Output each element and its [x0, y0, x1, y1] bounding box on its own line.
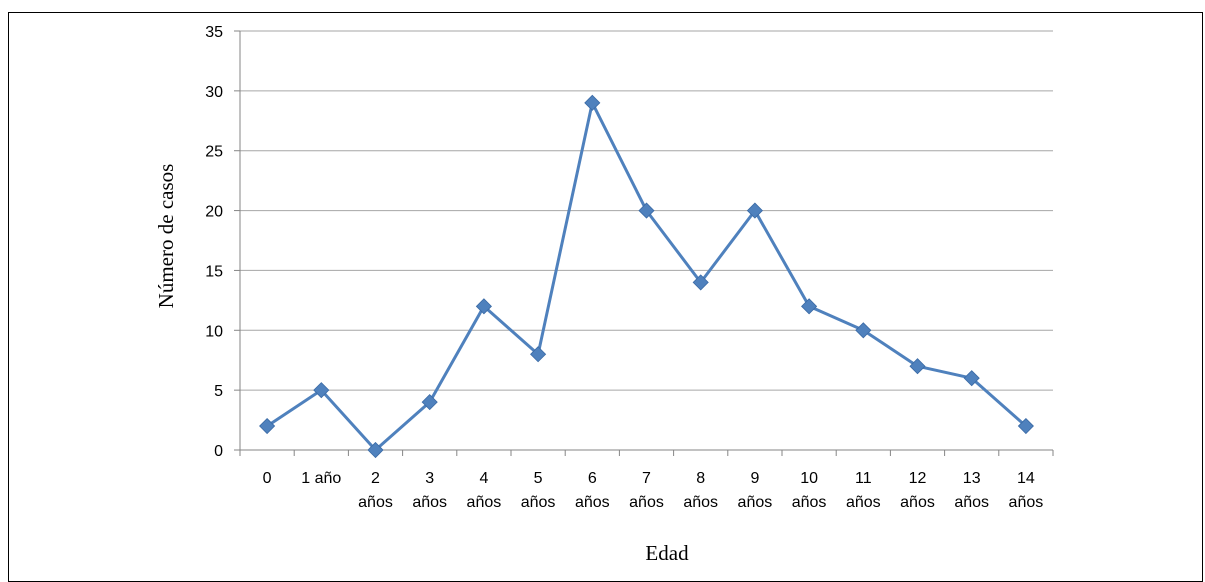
x-tick-label: 10	[800, 470, 818, 487]
data-point-marker	[801, 298, 818, 315]
y-tick-label: 30	[205, 84, 223, 101]
x-tick-label: 4	[479, 470, 488, 487]
series-markers	[259, 94, 1034, 459]
x-tick-label: años	[467, 494, 502, 511]
x-tick-label: 3	[425, 470, 434, 487]
x-tick-label: años	[629, 494, 664, 511]
data-point-marker	[638, 202, 655, 219]
x-tick-label: años	[738, 494, 773, 511]
x-tick-label: años	[575, 494, 610, 511]
axes	[234, 30, 1054, 456]
x-tick-label: 8	[696, 470, 705, 487]
x-tick-label: 0	[263, 470, 272, 487]
x-tick-label: años	[900, 494, 935, 511]
y-tick-labels: 0 5 10 15 20 25 30 35	[205, 24, 223, 460]
y-tick-label: 25	[205, 144, 223, 161]
x-tick-label: 9	[750, 470, 759, 487]
x-tick-label: años	[358, 494, 393, 511]
y-tick-label: 20	[205, 204, 223, 221]
x-tick-label: años	[846, 494, 881, 511]
data-point-marker	[530, 346, 547, 363]
x-tick-label: años	[412, 494, 447, 511]
x-tick-label: 5	[534, 470, 543, 487]
y-tick-label: 5	[214, 383, 223, 400]
series-line	[266, 101, 1027, 452]
x-tick-label: 2	[371, 470, 380, 487]
data-point-marker	[475, 298, 492, 315]
data-point-marker	[313, 382, 330, 399]
data-point-marker	[909, 358, 926, 375]
x-tick-label: años	[683, 494, 718, 511]
x-tick-label: años	[1009, 494, 1044, 511]
x-axis-title: Edad	[645, 541, 689, 565]
data-point-marker	[421, 394, 438, 411]
y-axis-title: Número de casos	[154, 164, 178, 309]
x-tick-label: 12	[909, 470, 927, 487]
series-polyline	[266, 101, 1027, 452]
x-tick-label: 14	[1017, 470, 1035, 487]
x-tick-label: 13	[963, 470, 981, 487]
grid-lines	[240, 30, 1053, 391]
data-point-marker	[855, 322, 872, 339]
x-tick-label: años	[792, 494, 827, 511]
data-point-marker	[746, 202, 763, 219]
data-point-marker	[1017, 417, 1034, 435]
x-tick-label: 7	[642, 470, 651, 487]
data-point-marker	[692, 274, 709, 291]
data-point-marker	[584, 94, 601, 111]
x-tick-label: 11	[855, 470, 872, 487]
data-point-marker	[367, 441, 384, 459]
y-tick-label: 15	[205, 263, 223, 280]
x-tick-labels: 0 1 año 2 años 3 años 4 años 5 años 6 años 7 años 8 año…	[263, 470, 1044, 511]
data-point-marker	[963, 370, 980, 387]
x-tick-label: 6	[588, 470, 597, 487]
chart-frame	[8, 12, 1203, 582]
y-tick-label: 35	[205, 24, 223, 41]
x-tick-label: 1 año	[301, 470, 341, 487]
data-point-marker	[259, 417, 276, 435]
y-tick-label: 10	[205, 323, 223, 340]
y-tick-label: 0	[214, 443, 223, 460]
x-tick-label: años	[954, 494, 989, 511]
x-tick-label: años	[521, 494, 556, 511]
